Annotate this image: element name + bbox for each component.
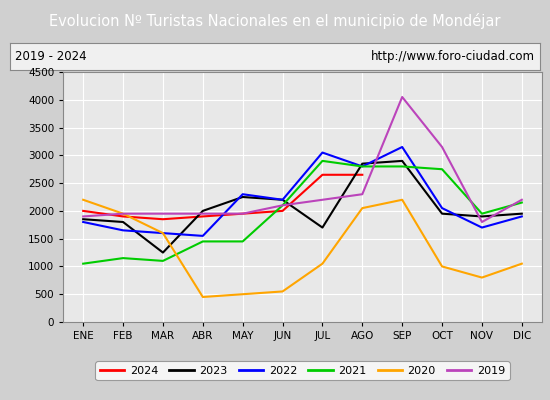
Legend: 2024, 2023, 2022, 2021, 2020, 2019: 2024, 2023, 2022, 2021, 2020, 2019 bbox=[95, 361, 510, 380]
Text: 2019 - 2024: 2019 - 2024 bbox=[15, 50, 87, 63]
Text: Evolucion Nº Turistas Nacionales en el municipio de Mondéjar: Evolucion Nº Turistas Nacionales en el m… bbox=[50, 13, 501, 29]
Text: http://www.foro-ciudad.com: http://www.foro-ciudad.com bbox=[371, 50, 535, 63]
